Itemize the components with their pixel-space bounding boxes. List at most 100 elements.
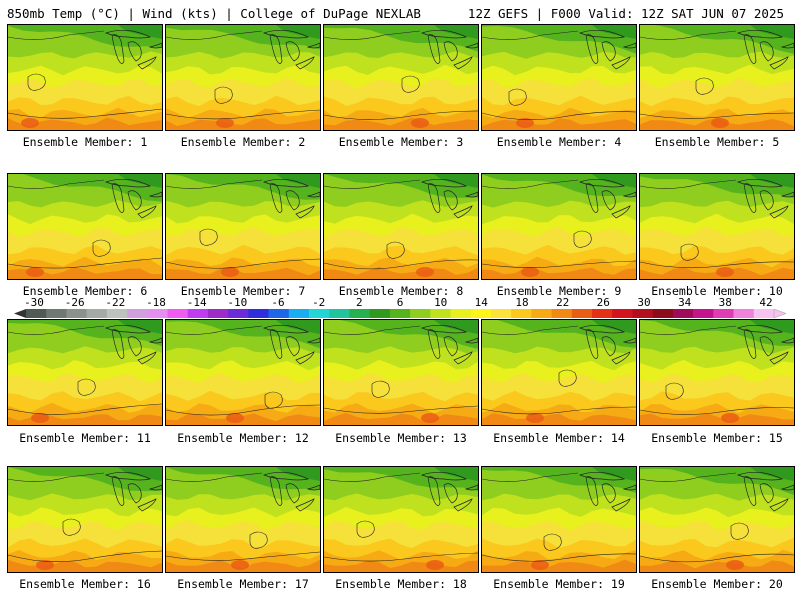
temperature-fill-layer: [750, 467, 794, 481]
lake-ontario: [780, 484, 794, 491]
warm-spot: [426, 560, 444, 570]
warm-spot: [721, 413, 739, 423]
great-lakes-outline: [578, 324, 636, 365]
great-lakes-outline: [578, 471, 636, 512]
temperature-fill-layer: [482, 467, 636, 494]
ensemble-map-panel: [639, 24, 795, 131]
temperature-field-map: [324, 467, 478, 572]
temperature-field-map: [324, 25, 478, 130]
temperature-contour: [401, 75, 420, 93]
great-lakes-outline: [262, 29, 320, 70]
boundary-lines: [166, 472, 320, 561]
boundary-lines: [324, 325, 478, 414]
lake-ontario: [148, 42, 162, 49]
warm-spot: [516, 118, 534, 128]
temperature-fill-layer: [592, 467, 636, 481]
color-scale-tick-label: 18: [515, 296, 529, 309]
northern-boundary: [324, 30, 421, 40]
temperature-field-map: [166, 174, 320, 279]
great-lakes-outline: [578, 29, 636, 70]
temperature-contour: [558, 369, 577, 387]
temperature-fill-layer: [482, 267, 636, 279]
lake-ontario: [148, 484, 162, 491]
temperature-field-map: [8, 174, 162, 279]
color-scale-swatch: [207, 309, 229, 318]
ensemble-member-label: Ensemble Member: 7: [180, 284, 306, 298]
northern-boundary: [640, 325, 737, 335]
temperature-field-map: [166, 25, 320, 130]
lake-ontario: [622, 191, 636, 198]
warm-spot: [716, 267, 734, 277]
color-scale-swatch: [268, 309, 290, 318]
temperature-fill-layer: [166, 320, 320, 349]
temperature-fill-layer: [592, 174, 636, 188]
color-scale-swatch: [612, 309, 633, 318]
color-scale-tick-label: 34: [678, 296, 692, 309]
northern-boundary: [482, 472, 579, 482]
ensemble-member-label: Ensemble Member: 13: [335, 431, 467, 445]
temperature-contour: [371, 380, 390, 398]
color-scale-swatch: [672, 309, 694, 318]
temperature-fill-layer: [324, 266, 478, 279]
temperature-contour: [214, 86, 233, 104]
color-scale-swatch: [410, 309, 431, 318]
ensemble-member-label: Ensemble Member: 12: [177, 431, 309, 445]
model-valid-time: 12Z GEFS | F000 Valid: 12Z SAT JUN 07 20…: [467, 6, 784, 21]
lake-huron: [443, 41, 458, 62]
lake-ontario: [148, 337, 162, 344]
map-title: 850mb Temp (°C) | Wind (kts) | College o…: [7, 6, 421, 21]
temperature-contour: [264, 391, 283, 409]
temperature-fill-layer: [276, 25, 320, 39]
northern-boundary: [640, 472, 737, 482]
color-scale-swatch: [551, 309, 573, 318]
ensemble-map-panel: [7, 466, 163, 573]
temperature-field-map: [640, 320, 794, 425]
temperature-contour: [573, 230, 592, 248]
temperature-fill-layer: [592, 320, 636, 334]
ensemble-member-label: Ensemble Member: 1: [22, 135, 148, 149]
boundary-lines: [640, 30, 794, 119]
temperature-contour: [249, 531, 268, 549]
southern-boundary: [640, 553, 794, 563]
color-scale-tick-label: 22: [556, 296, 570, 309]
temperature-fill-layer: [434, 467, 478, 481]
lake-huron: [443, 336, 458, 357]
temperature-field-map: [166, 320, 320, 425]
temperature-fill-layer: [118, 320, 162, 334]
lake-erie: [611, 205, 631, 219]
color-scale-swatch: [490, 309, 512, 318]
lake-huron: [601, 41, 616, 62]
color-scale-tick-label: 30: [637, 296, 651, 309]
temperature-field-map: [482, 25, 636, 130]
ensemble-map-panel: [323, 173, 479, 280]
lake-michigan: [427, 476, 441, 506]
color-scale-swatch: [531, 309, 552, 318]
lake-michigan: [269, 183, 283, 213]
ensemble-map-panel: [323, 466, 479, 573]
temperature-contour: [508, 88, 527, 106]
lake-huron: [285, 483, 300, 504]
temperature-contour: [92, 239, 111, 257]
temperature-fill-layer: [118, 174, 162, 188]
southern-boundary: [482, 260, 636, 268]
lake-superior: [262, 471, 310, 481]
color-scale-swatch: [66, 309, 87, 318]
color-scale-swatch: [369, 309, 391, 318]
ensemble-map-panel: [7, 173, 163, 280]
color-scale-arrow-left: [14, 309, 26, 318]
southern-boundary: [166, 551, 320, 561]
temperature-fill-layer: [118, 25, 162, 39]
lake-michigan: [585, 329, 599, 359]
lake-michigan: [111, 34, 125, 64]
northern-boundary: [324, 179, 421, 189]
southern-boundary: [324, 259, 478, 270]
warm-spot: [36, 560, 54, 570]
warm-spot: [21, 118, 39, 128]
ensemble-map-panel: [165, 24, 321, 131]
boundary-lines: [640, 179, 794, 269]
northern-boundary: [166, 30, 263, 40]
warm-spot: [231, 560, 249, 570]
lake-superior: [420, 471, 468, 481]
northern-boundary: [640, 30, 737, 40]
ensemble-member-label: Ensemble Member: 9: [496, 284, 622, 298]
